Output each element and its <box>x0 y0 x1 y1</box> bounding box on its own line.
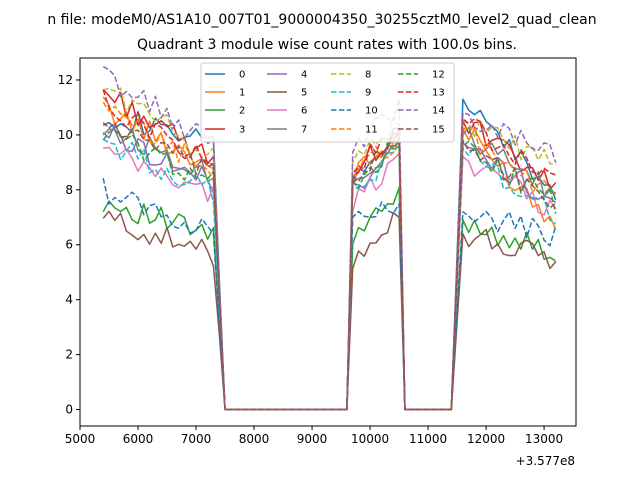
legend-label-5: 5 <box>301 88 307 99</box>
legend-label-10: 10 <box>365 106 378 117</box>
x-tick-label: 5000 <box>65 432 96 446</box>
series-line-5 <box>102 210 557 411</box>
series-line-15 <box>102 122 557 411</box>
y-axis: 0 2 4 6 8 10 12 <box>58 73 80 417</box>
legend-label-15: 15 <box>432 125 445 136</box>
file-title: n file: modeM0/AS1A10_007T01_9000004350_… <box>47 12 596 28</box>
series-line-13 <box>102 89 556 411</box>
x-tick-label: 12000 <box>467 432 505 446</box>
legend-label-6: 6 <box>301 106 307 117</box>
y-tick-label: 6 <box>65 238 73 252</box>
x-tick-label: 11000 <box>409 432 447 446</box>
x-tick-label: 9000 <box>297 432 328 446</box>
chart-title: Quadrant 3 module wise count rates with … <box>137 37 517 53</box>
legend-label-1: 1 <box>239 88 245 99</box>
series-line-10 <box>102 178 557 411</box>
y-tick-label: 2 <box>65 348 73 362</box>
series-group <box>102 66 557 411</box>
legend-label-12: 12 <box>432 70 445 81</box>
x-tick-label: 10000 <box>351 432 389 446</box>
legend-label-9: 9 <box>365 88 371 99</box>
legend-box <box>200 62 455 143</box>
legend-label-3: 3 <box>239 125 245 136</box>
x-tick-label: 8000 <box>239 432 270 446</box>
x-tick-label: 7000 <box>181 432 212 446</box>
y-tick-label: 0 <box>65 403 73 417</box>
y-tick-label: 4 <box>65 293 73 307</box>
plot-lines <box>102 66 557 411</box>
legend-label-0: 0 <box>239 70 245 81</box>
x-tick-label: 6000 <box>123 432 154 446</box>
legend-label-7: 7 <box>301 125 307 136</box>
series-line-8 <box>103 87 556 411</box>
legend-label-13: 13 <box>432 88 445 99</box>
x-axis: 5000 6000 7000 8000 9000 10000 11000 12000 13000 <box>65 426 563 446</box>
series-line-2 <box>102 186 557 411</box>
legend-label-11: 11 <box>365 125 378 136</box>
series-line-3 <box>102 88 557 411</box>
x-offset-label: +3.577e8 <box>516 454 575 468</box>
y-tick-label: 8 <box>65 183 73 197</box>
legend-label-8: 8 <box>365 70 371 81</box>
y-tick-label: 10 <box>58 128 73 142</box>
legend-label-14: 14 <box>432 106 445 117</box>
series-line-9 <box>102 138 557 411</box>
series-line-7 <box>102 126 556 411</box>
series-line-14 <box>102 66 557 411</box>
x-tick-label: 13000 <box>525 432 563 446</box>
series-line-12 <box>102 128 557 411</box>
legend-label-2: 2 <box>239 106 245 117</box>
legend-label-4: 4 <box>301 70 307 81</box>
series-line-11 <box>102 101 557 411</box>
plot-frame <box>79 57 577 427</box>
y-tick-label: 12 <box>58 73 73 87</box>
